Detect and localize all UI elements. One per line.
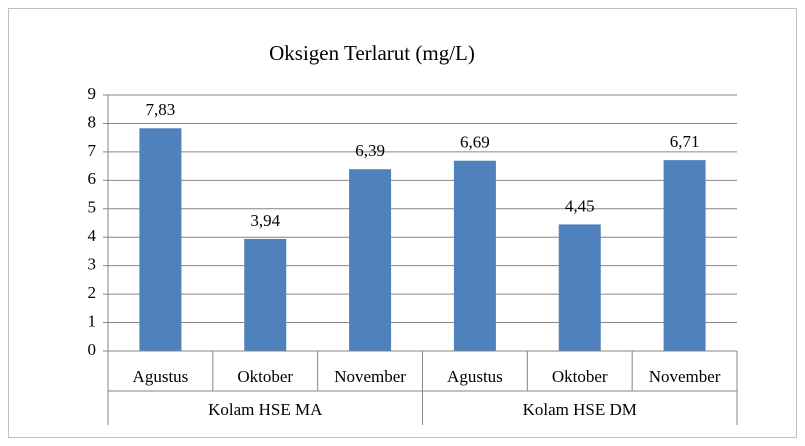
group-label: Kolam HSE DM xyxy=(523,400,637,419)
x-tick-label: November xyxy=(334,367,406,386)
value-label: 6,71 xyxy=(670,132,700,151)
y-tick-label: 7 xyxy=(88,141,97,160)
value-label: 4,45 xyxy=(565,196,595,215)
x-tick-label: Oktober xyxy=(237,367,293,386)
x-tick-label: Agustus xyxy=(133,367,189,386)
chart-title: Oksigen Terlarut (mg/L) xyxy=(269,41,475,65)
bar xyxy=(558,224,601,351)
value-label: 6,39 xyxy=(355,141,385,160)
bar xyxy=(349,169,392,351)
y-tick-label: 2 xyxy=(88,283,97,302)
x-tick-label: November xyxy=(649,367,721,386)
x-tick-label: Oktober xyxy=(552,367,608,386)
bar xyxy=(663,160,706,351)
x-tick-label: Agustus xyxy=(447,367,503,386)
bar xyxy=(139,128,182,351)
value-label: 3,94 xyxy=(250,211,280,230)
y-tick-label: 1 xyxy=(88,311,97,330)
y-tick-label: 9 xyxy=(88,84,97,103)
value-label: 7,83 xyxy=(146,100,176,119)
y-tick-label: 0 xyxy=(88,340,97,359)
y-tick-label: 6 xyxy=(88,169,97,188)
y-tick-label: 8 xyxy=(88,112,97,131)
y-tick-label: 4 xyxy=(88,226,97,245)
group-label: Kolam HSE MA xyxy=(208,400,323,419)
bar xyxy=(244,238,287,351)
y-tick-label: 3 xyxy=(88,255,97,274)
value-label: 6,69 xyxy=(460,133,490,152)
bar xyxy=(453,160,496,351)
y-tick-label: 5 xyxy=(88,198,97,217)
